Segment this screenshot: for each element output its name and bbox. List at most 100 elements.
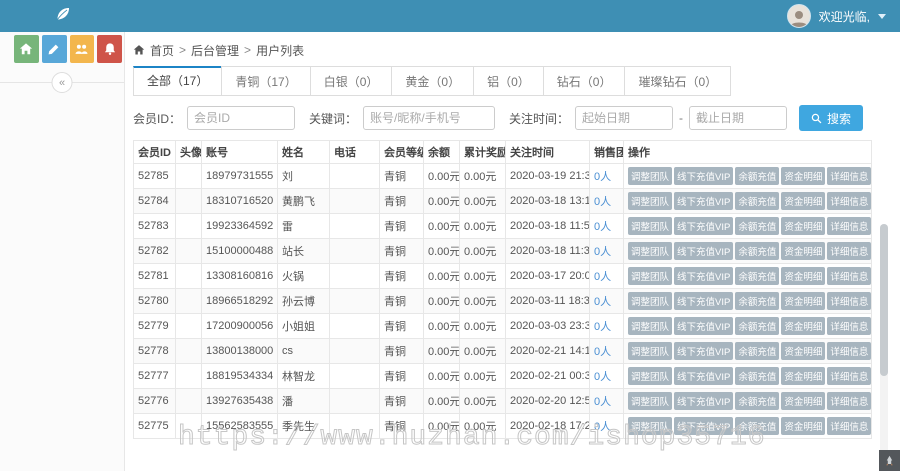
offline-recharge-vip-button[interactable]: 线下充值VIP [674,242,734,260]
adjust-team-button[interactable]: 调整团队 [628,167,673,185]
vertical-scrollbar-track[interactable] [880,224,888,471]
sales-team-link[interactable]: 0人 [594,321,612,333]
detail-info-button[interactable]: 详细信息 [827,267,871,285]
balance-recharge-button[interactable]: 余额充值 [735,392,780,410]
detail-info-button[interactable]: 详细信息 [827,192,871,210]
tab-bronze[interactable]: 青铜（17） [221,66,311,96]
offline-recharge-vip-button[interactable]: 线下充值VIP [674,267,734,285]
detail-info-button[interactable]: 详细信息 [827,217,871,235]
logo-area[interactable] [0,4,125,29]
sales-team-link[interactable]: 0人 [594,196,612,208]
breadcrumb-home[interactable]: 首页 [150,43,175,58]
funds-detail-button[interactable]: 资金明细 [781,367,826,385]
column-header-9: 关注时间 [505,140,590,164]
funds-detail-button[interactable]: 资金明细 [781,292,826,310]
offline-recharge-vip-button[interactable]: 线下充值VIP [674,217,734,235]
adjust-team-button[interactable]: 调整团队 [628,192,673,210]
balance-recharge-button[interactable]: 余额充值 [735,367,780,385]
tab-brilliant-diamond[interactable]: 璀璨钻石（0） [624,66,732,96]
sales-team-link[interactable]: 0人 [594,246,612,258]
sidebar-divider: « [0,72,124,106]
detail-info-button[interactable]: 详细信息 [827,392,871,410]
adjust-team-button[interactable]: 调整团队 [628,267,673,285]
funds-detail-button[interactable]: 资金明细 [781,192,826,210]
balance-recharge-button[interactable]: 余额充值 [735,417,780,435]
adjust-team-button[interactable]: 调整团队 [628,317,673,335]
adjust-team-button[interactable]: 调整团队 [628,367,673,385]
balance-recharge-button[interactable]: 余额充值 [735,342,780,360]
end-date-input[interactable] [689,106,788,130]
tab-silver[interactable]: 白银（0） [309,66,393,96]
detail-info-button[interactable]: 详细信息 [827,167,871,185]
vertical-scrollbar-thumb[interactable] [880,224,888,376]
funds-detail-button[interactable]: 资金明细 [781,167,826,185]
balance-recharge-button[interactable]: 余额充值 [735,192,780,210]
funds-detail-button[interactable]: 资金明细 [781,317,826,335]
adjust-team-button[interactable]: 调整团队 [628,242,673,260]
edit-button[interactable] [41,35,67,63]
tab-lv[interactable]: 铝（0） [473,66,544,96]
offline-recharge-vip-button[interactable]: 线下充值VIP [674,417,734,435]
cell-name: 小姐姐 [277,313,330,339]
sales-team-link[interactable]: 0人 [594,271,612,283]
sales-team-link[interactable]: 0人 [594,296,612,308]
offline-recharge-vip-button[interactable]: 线下充值VIP [674,367,734,385]
cell-actions: 调整团队 线下充值VIP 余额充值 资金明细 详细信息 [623,338,872,364]
sales-team-link[interactable]: 0人 [594,171,612,183]
tab-diamond[interactable]: 钻石（0） [542,66,626,96]
adjust-team-button[interactable]: 调整团队 [628,342,673,360]
offline-recharge-vip-button[interactable]: 线下充值VIP [674,317,734,335]
tab-all[interactable]: 全部（17） [133,66,223,96]
adjust-team-button[interactable]: 调整团队 [628,392,673,410]
funds-detail-button[interactable]: 资金明细 [781,342,826,360]
keyword-input[interactable] [363,106,496,130]
funds-detail-button[interactable]: 资金明细 [781,417,826,435]
balance-recharge-button[interactable]: 余额充值 [735,217,780,235]
notifications-button[interactable] [97,35,122,63]
search-button[interactable]: 搜索 [799,105,864,131]
start-date-input[interactable] [575,106,674,130]
cell-level: 青铜 [379,213,424,239]
cell-follow-time: 2020-02-18 17:28 [505,413,590,439]
breadcrumb-admin[interactable]: 后台管理 [191,43,240,58]
funds-detail-button[interactable]: 资金明细 [781,392,826,410]
funds-detail-button[interactable]: 资金明细 [781,242,826,260]
offline-recharge-vip-button[interactable]: 线下充值VIP [674,292,734,310]
back-to-top-button[interactable] [879,450,900,471]
cell-actions: 调整团队 线下充值VIP 余额充值 资金明细 详细信息 [623,163,872,189]
balance-recharge-button[interactable]: 余额充值 [735,267,780,285]
adjust-team-button[interactable]: 调整团队 [628,292,673,310]
detail-info-button[interactable]: 详细信息 [827,317,871,335]
funds-detail-button[interactable]: 资金明细 [781,267,826,285]
sales-team-link[interactable]: 0人 [594,346,612,358]
member-id-input[interactable] [187,106,296,130]
users-button[interactable] [69,35,95,63]
sales-team-link[interactable]: 0人 [594,421,612,433]
sidebar-collapse-button[interactable]: « [51,72,73,93]
detail-info-button[interactable]: 详细信息 [827,342,871,360]
offline-recharge-vip-button[interactable]: 线下充值VIP [674,342,734,360]
balance-recharge-button[interactable]: 余额充值 [735,167,780,185]
detail-info-button[interactable]: 详细信息 [827,367,871,385]
adjust-team-button[interactable]: 调整团队 [628,417,673,435]
column-header-4: 姓名 [277,140,330,164]
sales-team-link[interactable]: 0人 [594,396,612,408]
balance-recharge-button[interactable]: 余额充值 [735,242,780,260]
detail-info-button[interactable]: 详细信息 [827,292,871,310]
offline-recharge-vip-button[interactable]: 线下充值VIP [674,392,734,410]
funds-detail-button[interactable]: 资金明细 [781,217,826,235]
adjust-team-button[interactable]: 调整团队 [628,217,673,235]
user-avatar[interactable] [786,4,811,28]
home-button[interactable] [14,35,39,63]
tab-gold[interactable]: 黄金（0） [391,66,475,96]
balance-recharge-button[interactable]: 余额充值 [735,317,780,335]
sales-team-link[interactable]: 0人 [594,371,612,383]
detail-info-button[interactable]: 详细信息 [827,417,871,435]
balance-recharge-button[interactable]: 余额充值 [735,292,780,310]
offline-recharge-vip-button[interactable]: 线下充值VIP [674,192,734,210]
cell-level: 青铜 [379,288,424,314]
user-menu[interactable]: 欢迎光临, [786,4,900,28]
detail-info-button[interactable]: 详细信息 [827,242,871,260]
offline-recharge-vip-button[interactable]: 线下充值VIP [674,167,734,185]
sales-team-link[interactable]: 0人 [594,221,612,233]
